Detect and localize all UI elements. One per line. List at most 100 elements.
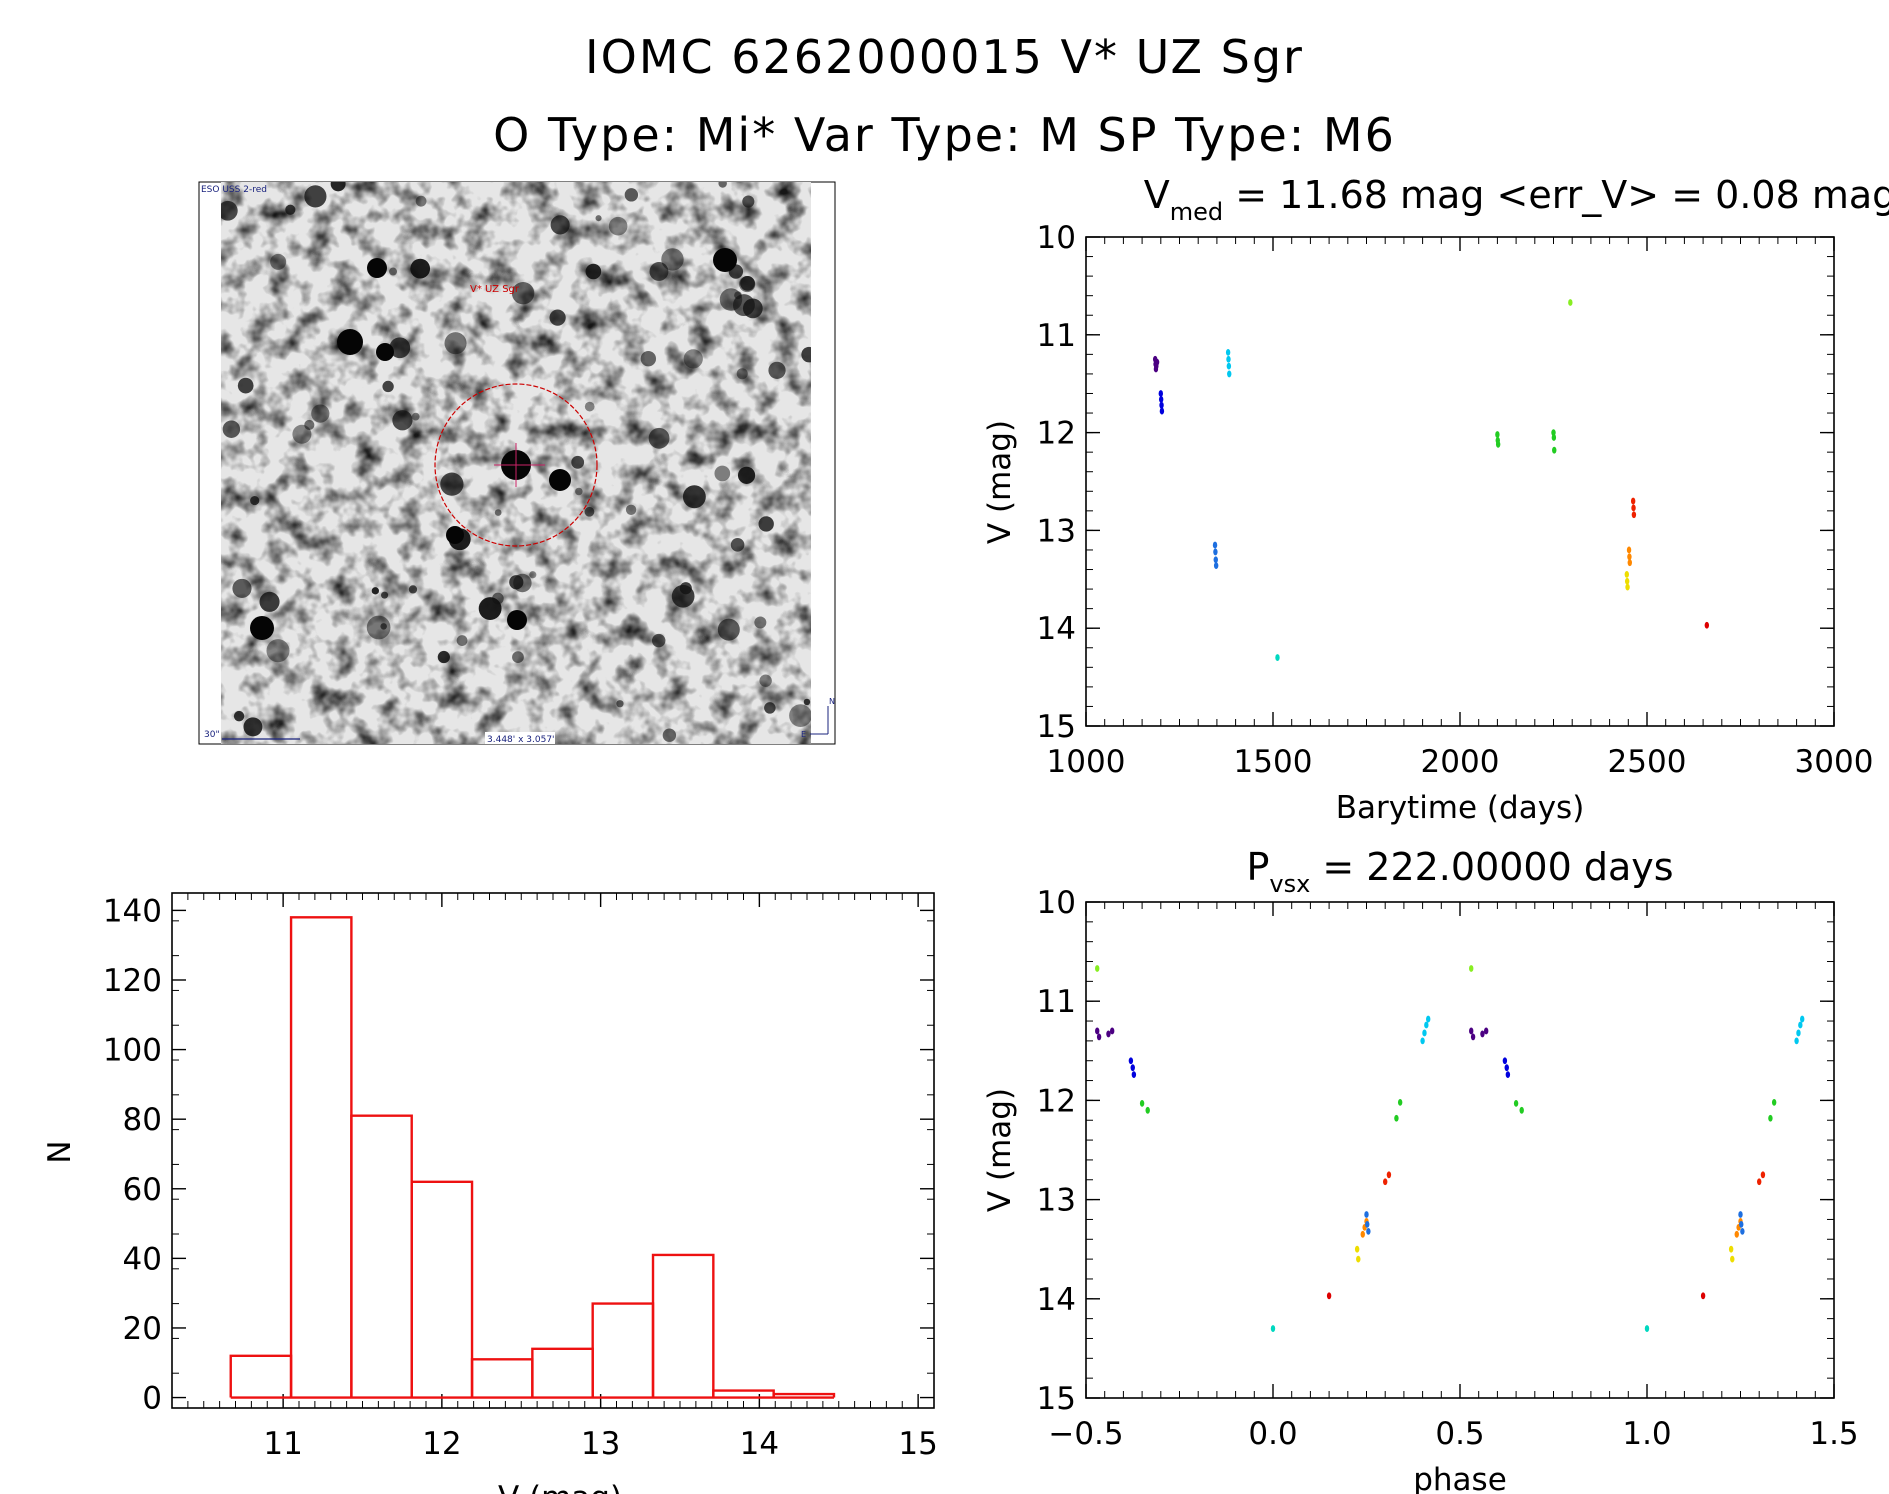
data-point [1800, 1015, 1805, 1023]
data-point [1470, 1033, 1476, 1041]
star [392, 410, 413, 431]
star [789, 704, 811, 727]
x-tick-label: 1.0 [1622, 1416, 1671, 1452]
y-tick-label: 140 [103, 893, 162, 929]
data-point [1158, 395, 1164, 403]
data-point [1798, 1021, 1803, 1029]
star [768, 361, 786, 379]
fov-label: 3.448' x 3.057' [487, 735, 555, 745]
star [243, 717, 263, 737]
star [683, 349, 703, 369]
data-point [1275, 654, 1280, 661]
light-curve-title-sub: med [1170, 198, 1223, 226]
data-point [1738, 1211, 1743, 1218]
data-point [1768, 1114, 1773, 1122]
star [679, 582, 692, 595]
target-label: V* UZ Sgr [470, 284, 520, 295]
data-point [1469, 965, 1474, 972]
star [237, 377, 254, 394]
y-tick-label: 20 [123, 1311, 162, 1347]
star [651, 633, 666, 648]
star [595, 215, 602, 222]
data-point [1130, 1064, 1135, 1072]
data-point [1095, 965, 1100, 972]
star [380, 623, 387, 630]
data-point [1226, 362, 1232, 370]
data-point [1128, 1057, 1134, 1065]
data-point [1495, 431, 1500, 438]
data-point [1213, 556, 1218, 564]
data-point [1154, 358, 1160, 366]
star [440, 472, 464, 496]
data-point [1704, 621, 1710, 629]
y-tick-label: 13 [1037, 513, 1076, 549]
star [304, 419, 315, 431]
y-tick-label: 60 [123, 1172, 162, 1208]
star [742, 195, 755, 208]
histogram-bar [470, 1358, 534, 1398]
star [371, 587, 379, 595]
y-tick-label: 0 [142, 1381, 162, 1417]
data-point [1739, 1221, 1744, 1228]
histogram-bar [591, 1302, 655, 1398]
data-point [1728, 1245, 1734, 1253]
data-point [1551, 434, 1557, 441]
data-point [1109, 1027, 1115, 1035]
data-point [1420, 1037, 1425, 1045]
histogram-bar [229, 1354, 293, 1398]
fov-label-bg [485, 732, 555, 744]
histogram-bar [350, 1114, 413, 1398]
star [389, 337, 411, 359]
data-point [1495, 440, 1501, 448]
histogram-panel: 11 12 13 14 15 0 20 40 60 80 100 120 140 V (mag) N [42, 892, 938, 1494]
star [415, 195, 427, 207]
star [740, 276, 755, 291]
data-point [1480, 1030, 1485, 1038]
star [382, 380, 394, 393]
light-curve-frame [1085, 236, 1835, 727]
data-point [1212, 541, 1218, 549]
stars [221, 182, 811, 742]
star [584, 506, 595, 517]
star [494, 509, 502, 516]
star [529, 571, 537, 579]
phase-curve-title-sub: vsx [1269, 870, 1310, 898]
star [736, 368, 748, 380]
data-point [1159, 401, 1164, 409]
phase-curve-xlabel: phase [1413, 1462, 1507, 1494]
x-tick-label: 13 [581, 1426, 620, 1462]
star [758, 516, 774, 532]
data-point [1552, 446, 1557, 454]
data-point [1394, 1114, 1399, 1122]
star [662, 728, 677, 742]
star [366, 615, 391, 640]
data-point [1422, 1029, 1427, 1037]
star [625, 504, 637, 515]
phase-curve-ylabel: V (mag) [982, 1088, 1018, 1212]
data-point [1624, 577, 1630, 585]
data-point [1213, 562, 1219, 570]
data-point [1760, 1171, 1766, 1179]
data-point [1356, 1255, 1361, 1263]
phase-curve-title-main: P [1246, 845, 1269, 889]
data-point [1757, 1178, 1762, 1186]
star [661, 248, 684, 271]
finding-chart-image: V* UZ Sgr ESO USS 2-red 30" 3.448' x 3.0… [198, 181, 836, 745]
star [304, 185, 327, 208]
light-curve-title: Vmed = 11.68 mag <err_V> = 0.08 mag [1144, 173, 1889, 226]
star [509, 575, 524, 590]
phase-curve-ticks: −0.5 0.0 0.5 1.0 1.5 10 11 12 13 14 15 [1037, 885, 1859, 1452]
star [714, 465, 731, 482]
histogram-bar [289, 916, 353, 1398]
star [803, 698, 811, 706]
star [381, 591, 389, 599]
light-curve-ylabel: V (mag) [982, 420, 1018, 544]
star [285, 204, 296, 215]
data-point [1505, 1071, 1511, 1079]
star [584, 401, 595, 412]
data-point [1366, 1227, 1371, 1235]
phase-curve-panel: Pvsx = 222.00000 days −0.5 0.0 0.5 1.0 1.5 10… [982, 845, 1859, 1494]
data-point [1383, 1178, 1388, 1186]
star [270, 253, 287, 270]
light-curve-title-main: V [1144, 173, 1170, 217]
